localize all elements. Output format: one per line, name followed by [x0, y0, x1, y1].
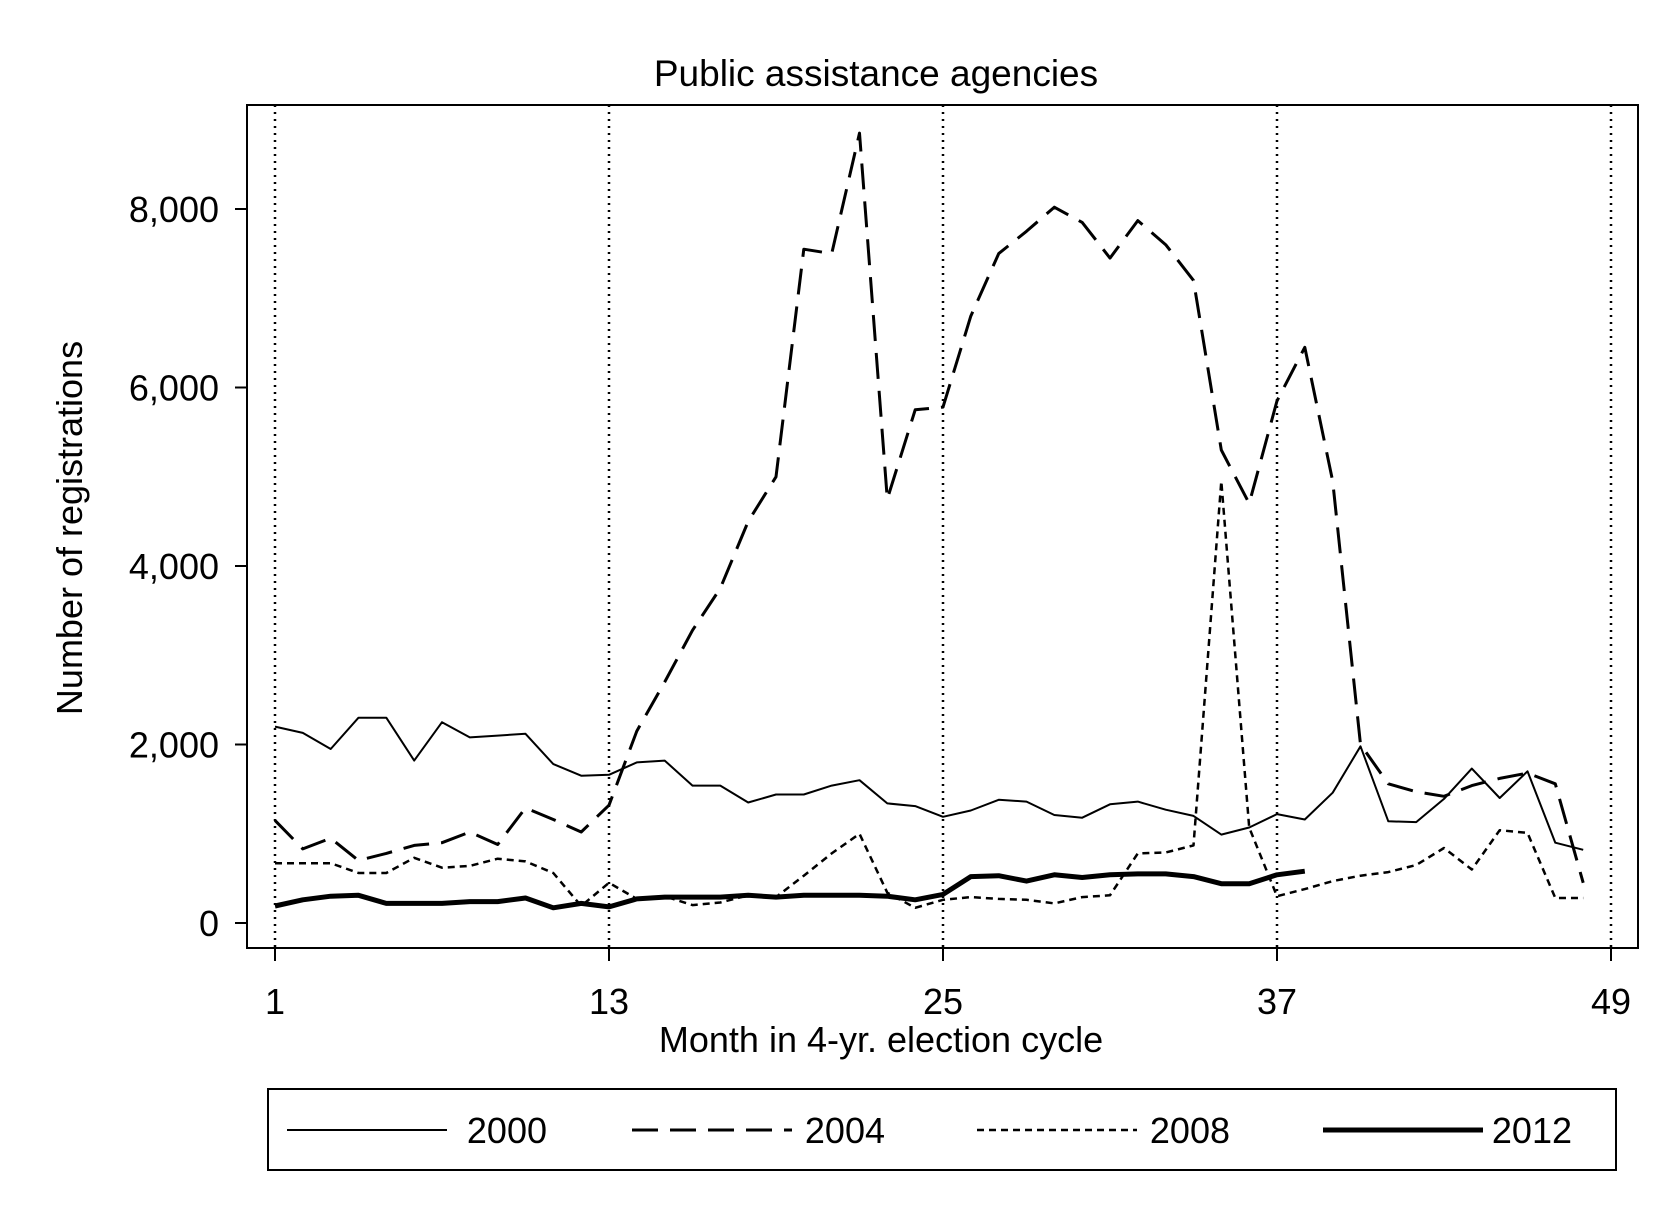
series-line-2008: [275, 479, 1584, 910]
y-tick-label: 0: [199, 903, 219, 944]
x-tick-label: 1: [265, 981, 285, 1022]
series-line-2004: [273, 131, 1585, 884]
series-line-2012: [274, 868, 1306, 911]
y-tick-label: 2,000: [129, 725, 219, 766]
x-tick-label: 49: [1591, 981, 1631, 1022]
legend-label: 2012: [1492, 1110, 1572, 1151]
x-tick-label: 37: [1257, 981, 1297, 1022]
series-layer: [273, 131, 1585, 911]
series-line-2000: [274, 716, 1584, 851]
y-axis: 0 2,000 4,000 6,000 8,000: [129, 189, 247, 944]
legend-label: 2000: [467, 1110, 547, 1151]
legend-label: 2004: [805, 1110, 885, 1151]
legend-frame: [267, 1088, 1617, 1171]
x-tick-label: 25: [923, 981, 963, 1022]
y-tick-label: 6,000: [129, 368, 219, 409]
x-tick-label: 13: [589, 981, 629, 1022]
x-axis-label: Month in 4-yr. election cycle: [659, 1019, 1103, 1060]
y-tick-label: 4,000: [129, 546, 219, 587]
x-axis: 1 13 25 37 49: [265, 948, 1631, 1022]
chart-title: Public assistance agencies: [654, 53, 1098, 94]
y-tick-label: 8,000: [129, 189, 219, 230]
y-axis-label: Number of registrations: [49, 341, 90, 715]
vertical-reference-lines: [273, 105, 1613, 948]
legend-label: 2008: [1150, 1110, 1230, 1151]
legend: 2000 2004 2008 2012: [267, 1088, 1617, 1171]
